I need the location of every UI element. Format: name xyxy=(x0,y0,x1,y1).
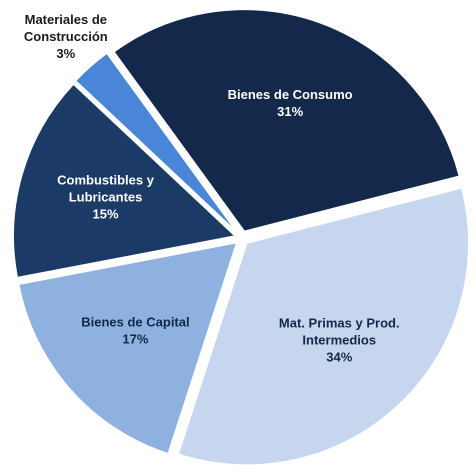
slice-label: Combustibles y Lubricantes 15% xyxy=(57,173,155,222)
pie-slice xyxy=(17,241,238,455)
slice-label-line: Materiales de xyxy=(25,13,107,28)
slice-label: Bienes de Capital 17% xyxy=(81,315,189,347)
slice-value-label: 3% xyxy=(56,47,75,62)
slice-label-line: Combustibles y xyxy=(57,173,155,188)
slice-label-line: Bienes de Consumo xyxy=(228,87,353,102)
slice-value-label: 31% xyxy=(277,104,303,119)
slice-label: Materiales de Construcción 3% xyxy=(24,13,108,62)
pie-slice xyxy=(74,52,238,234)
slice-value-label: 17% xyxy=(122,332,148,347)
pie-slice xyxy=(112,8,461,233)
slice-label: Bienes de Consumo 31% xyxy=(228,87,353,119)
slice-label-line: Intermedios xyxy=(302,333,376,348)
slice-label-line: Lubricantes xyxy=(69,190,143,205)
slice-value-label: 15% xyxy=(93,207,119,222)
pie-slice xyxy=(177,186,470,466)
slice-label-line: Mat. Primas y Prod. xyxy=(279,316,400,331)
slice-label-line: Bienes de Capital xyxy=(81,315,189,330)
slice-label: Mat. Primas y Prod. Intermedios 34% xyxy=(279,316,400,365)
pie-slice xyxy=(12,83,237,279)
slice-label-line: Construcción xyxy=(24,30,108,45)
slice-value-label: 34% xyxy=(326,350,352,365)
